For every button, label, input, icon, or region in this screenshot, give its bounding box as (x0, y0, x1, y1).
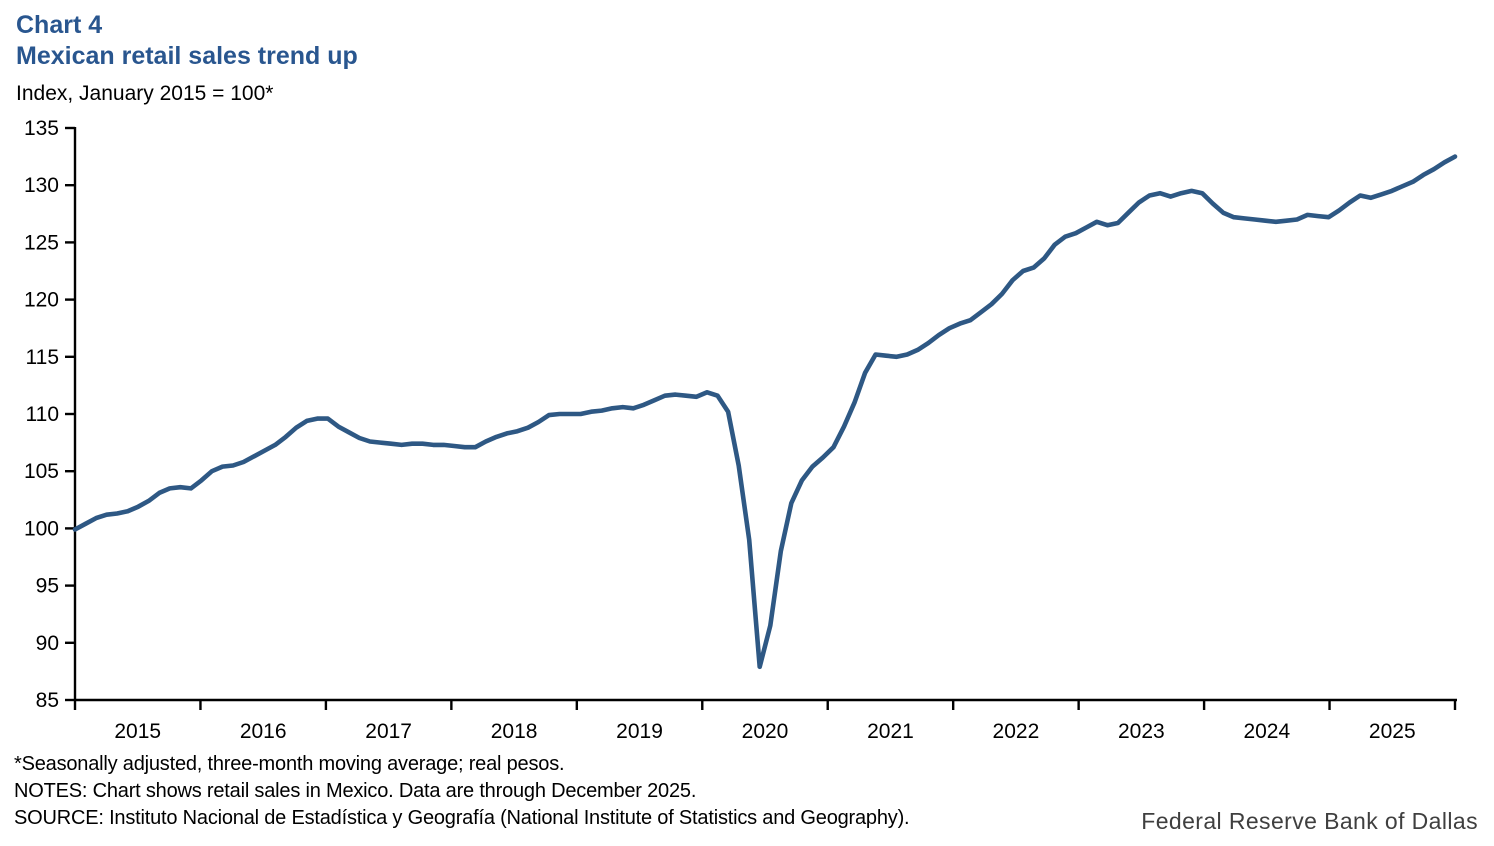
y-tick-label: 95 (36, 575, 59, 598)
dallas-fed-wordmark: Federal Reserve Bank of Dallas (1141, 808, 1478, 834)
footnote-notes: NOTES: Chart shows retail sales in Mexic… (14, 780, 697, 802)
x-tick-label: 2020 (742, 720, 789, 743)
y-tick-label: 125 (24, 231, 59, 254)
x-tick-label: 2023 (1118, 720, 1165, 743)
x-tick-label: 2024 (1243, 720, 1290, 743)
y-tick-label: 120 (24, 289, 59, 312)
y-tick-label: 100 (24, 517, 59, 540)
footnote-seasonal-adjustment: *Seasonally adjusted, three-month moving… (14, 753, 565, 775)
y-tick-label: 105 (24, 460, 59, 483)
chart-label: Chart 4 (16, 11, 103, 39)
x-tick-label: 2021 (867, 720, 914, 743)
y-tick-label: 110 (26, 403, 59, 426)
y-tick-label: 130 (24, 174, 59, 197)
x-tick-label: 2018 (491, 720, 538, 743)
x-tick-label: 2016 (240, 720, 287, 743)
footnote-source: SOURCE: Instituto Nacional de Estadístic… (14, 807, 910, 829)
y-tick-label: 85 (36, 689, 59, 712)
chart-title: Mexican retail sales trend up (16, 42, 358, 70)
chart-header: Chart 4 Mexican retail sales trend up (16, 10, 358, 72)
chart-footnotes: *Seasonally adjusted, three-month moving… (14, 751, 910, 832)
y-tick-label: 115 (26, 346, 59, 369)
retail-sales-series-line (72, 154, 1458, 670)
y-tick-label: 90 (36, 632, 59, 655)
x-tick-label: 2025 (1369, 720, 1416, 743)
y-axis-units-note: Index, January 2015 = 100* (16, 82, 274, 105)
x-tick-label: 2015 (114, 720, 161, 743)
x-tick-label: 2019 (616, 720, 663, 743)
y-tick-label: 135 (24, 117, 59, 140)
x-tick-label: 2017 (365, 720, 412, 743)
x-tick-label: 2022 (993, 720, 1040, 743)
